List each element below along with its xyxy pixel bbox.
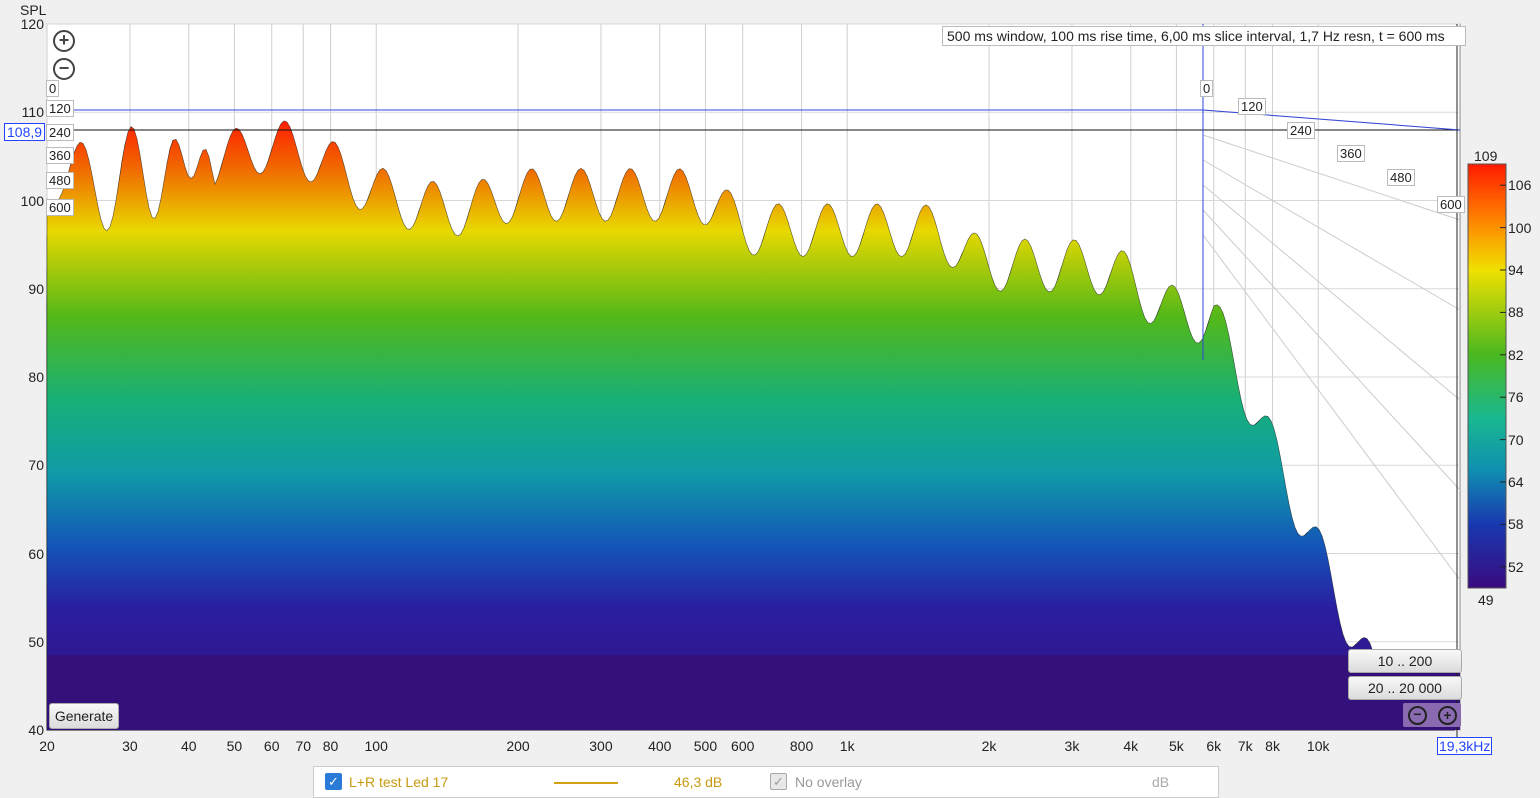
waterfall-info: 500 ms window, 100 ms rise time, 6,00 ms… [942,26,1466,46]
colorbar-tick: 94 [1508,262,1524,278]
colorbar-tick: 70 [1508,431,1524,448]
time-axis-line [1202,159,1461,311]
time-tick-left: 120 [46,100,74,117]
waterfall-floor [47,655,1460,730]
time-axis-line [1202,184,1461,401]
time-tick-right: 600 [1437,196,1465,213]
time-tick-right: 0 [1200,80,1214,97]
time-tick-left: 0 [46,80,60,97]
x-tick-label: 100 [364,738,388,754]
range-20-20000-button[interactable]: 20 .. 20 000 [1348,676,1462,700]
colorbar-tick: 58 [1508,516,1524,533]
unit-label: dB [1152,774,1170,790]
y-tick-label: 80 [28,369,44,385]
trace-name[interactable]: L+R test Led 17 [349,774,449,790]
trace-color-line [554,782,618,784]
zoom-in-icon[interactable]: + [53,30,75,52]
legend-panel: ✓ L+R test Led 17 46,3 dB ✓ No overlay d… [313,766,1219,798]
x-tick-label: 300 [589,738,613,754]
x-tick-label: 60 [263,738,280,754]
x-tick-label: 30 [122,738,138,754]
colorbar-tick: 106 [1508,177,1532,194]
time-tick-right: 120 [1238,98,1266,115]
y-tick-label: 110 [21,104,44,121]
x-tick-label: 500 [693,738,718,754]
trace-checkbox[interactable]: ✓ [325,773,342,790]
zoom-out-icon[interactable]: − [53,58,75,80]
time-tick-left: 480 [46,172,74,189]
zoom-panel: − + [1403,703,1461,727]
y-tick-label: 60 [28,545,44,562]
x-tick-label: 400 [648,738,672,754]
y-tick-label: 100 [20,192,44,209]
colorbar-tick: 64 [1508,474,1524,490]
x-tick-label: 80 [322,738,339,754]
x-tick-label: 200 [506,738,530,754]
range-10-200-button[interactable]: 10 .. 200 [1348,649,1462,673]
x-tick-label: 50 [226,738,243,754]
overlay-label[interactable]: No overlay [795,774,862,790]
time-tick-right: 480 [1387,169,1415,186]
time-axis-line [1202,134,1461,221]
x-tick-label: 2k [981,738,997,754]
x-tick-label: 4k [1123,738,1139,754]
x-tick-label: 40 [180,738,197,754]
y-axis-title: SPL [20,2,47,18]
time-tick-left: 240 [46,124,74,141]
x-tick-label: 8k [1265,738,1280,754]
x-tick-label: 7k [1237,738,1253,754]
cursor-x-readout: 19,3kHz [1437,737,1493,755]
zoom-in-x-icon[interactable]: + [1438,706,1457,725]
colorbar-tick: 52 [1508,558,1524,575]
waterfall-slice [46,120,1455,731]
x-tick-label: 20 [39,738,55,754]
x-tick-label: 10k [1306,738,1330,754]
colorbar-min: 49 [1478,592,1494,608]
colorbar-tick: 100 [1508,219,1532,236]
overlay-checkbox[interactable]: ✓ [770,773,787,790]
colorbar [1467,163,1507,589]
x-tick-label: 600 [731,738,755,754]
colorbar-tick: 76 [1508,389,1524,406]
y-tick-label: 90 [28,280,44,297]
time-tick-right: 240 [1287,122,1315,139]
time-tick-right: 360 [1337,145,1365,162]
colorbar-tick: 88 [1508,304,1524,321]
generate-button[interactable]: Generate [49,703,119,729]
time-axis-line [1202,234,1461,581]
waterfall-slices [46,120,1460,731]
x-tick-label: 800 [789,738,814,754]
time-axis-line [1202,209,1461,491]
time-tick-left: 360 [46,147,74,164]
x-tick-label: 70 [295,738,312,754]
trace-value: 46,3 dB [674,774,723,790]
colorbar-max: 109 [1474,148,1498,164]
y-tick-label: 120 [20,16,44,32]
x-tick-label: 1k [839,738,855,754]
x-tick-label: 5k [1169,738,1184,754]
y-tick-label: 50 [28,633,44,650]
y-tick-label: 70 [28,457,44,474]
cursor-y-readout: 108,9 [4,123,46,141]
x-tick-label: 3k [1064,738,1080,754]
zoom-out-x-icon[interactable]: − [1408,706,1427,725]
colorbar-tick: 82 [1508,346,1524,363]
x-tick-label: 6k [1206,738,1222,754]
time-tick-left: 600 [46,199,74,216]
y-tick-label: 40 [28,722,44,738]
